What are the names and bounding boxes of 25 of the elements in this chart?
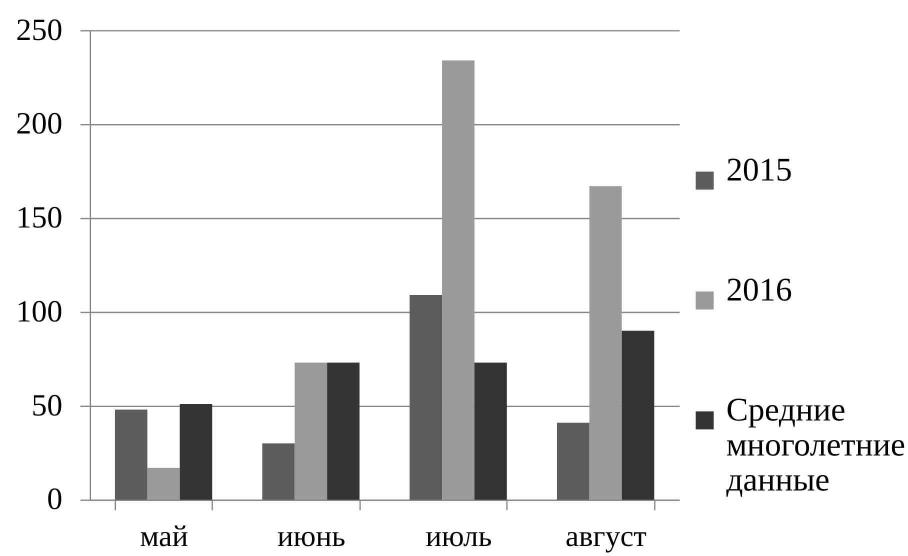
bar — [622, 330, 654, 500]
y-tick-label: 200 — [16, 106, 62, 141]
bar — [114, 410, 148, 500]
bar — [327, 362, 360, 500]
legend-label: Средние многолетние данные — [726, 392, 906, 498]
x-tick-label: июль — [426, 520, 492, 554]
y-tick-label: 100 — [16, 293, 62, 328]
y-tick-label: 250 — [16, 12, 62, 47]
x-tick-label: август — [566, 520, 647, 554]
bar — [147, 468, 180, 500]
legend-label: 2015 — [726, 152, 792, 189]
legend-label: 2016 — [726, 272, 792, 308]
bar — [262, 443, 295, 500]
bar — [410, 295, 442, 500]
bar — [474, 362, 507, 500]
bar — [294, 362, 328, 500]
bar — [442, 60, 474, 500]
x-tick-label: май — [140, 520, 188, 554]
bar — [589, 186, 622, 500]
y-tick-label: 150 — [16, 200, 62, 235]
bar — [556, 422, 590, 500]
x-tick-label: июнь — [277, 520, 346, 554]
y-tick-label: 50 — [31, 387, 62, 422]
y-tick-label: 0 — [46, 481, 62, 516]
bar — [180, 404, 212, 500]
